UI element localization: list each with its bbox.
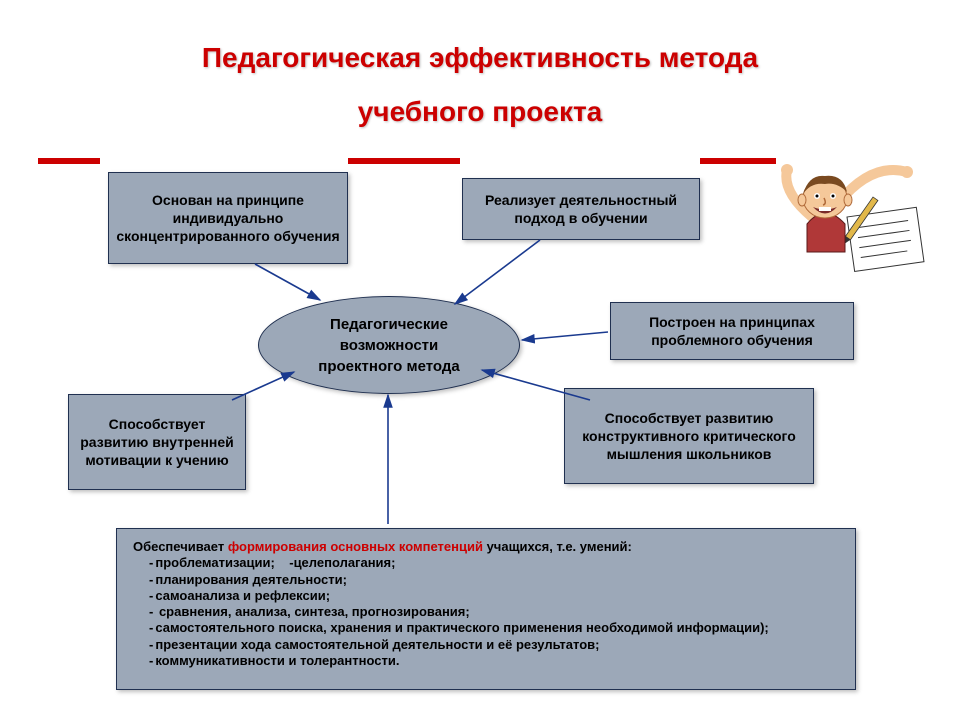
bottom-list: проблематизации; -целеполагания; планиро… [133, 555, 839, 669]
divider-segment [700, 158, 776, 164]
divider-segment [348, 158, 460, 164]
clipart-icon [777, 162, 932, 277]
node-bottom: Обеспечивает формирования основных компе… [116, 528, 856, 690]
title-line-2: учебного проекта [0, 96, 960, 128]
arrow [455, 240, 540, 304]
center-node: Педагогические возможности проектного ме… [258, 296, 520, 394]
bottom-item: проблематизации; -целеполагания; [133, 555, 839, 571]
title-line-1: Педагогическая эффективность метода [0, 42, 960, 74]
center-line: проектного метода [318, 356, 459, 377]
center-line: возможности [340, 335, 439, 356]
node-top-right: Реализует деятельностный подход в обучен… [462, 178, 700, 240]
bottom-intro: Обеспечивает формирования основных компе… [133, 539, 839, 555]
node-right: Построен на принципах проблемного обучен… [610, 302, 854, 360]
divider-segment [38, 158, 100, 164]
arrow [255, 264, 320, 300]
node-left: Способствует развитию внутренней мотивац… [68, 394, 246, 490]
bottom-item: самоанализа и рефлексии; [133, 588, 839, 604]
arrow [522, 332, 608, 340]
node-bottom-right: Способствует развитию конструктивного кр… [564, 388, 814, 484]
node-top-left: Основан на принципе индивидуально сконце… [108, 172, 348, 264]
bottom-item: сравнения, анализа, синтеза, прогнозиров… [133, 604, 839, 620]
bottom-item: планирования деятельности; [133, 572, 839, 588]
bottom-item: презентации хода самостоятельной деятель… [133, 637, 839, 653]
bottom-item: самостоятельного поиска, хранения и прак… [133, 620, 839, 636]
bottom-item: коммуникативности и толерантности. [133, 653, 839, 669]
center-line: Педагогические [330, 314, 448, 335]
